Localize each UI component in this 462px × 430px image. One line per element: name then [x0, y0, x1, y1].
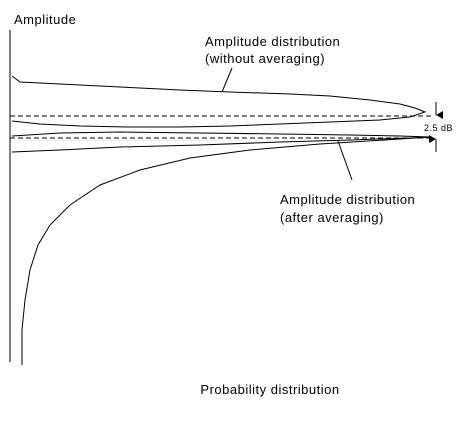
annotation: (after averaging)	[280, 210, 384, 225]
annotation: Amplitude distribution	[280, 192, 415, 207]
leader-line	[337, 140, 353, 181]
curve-after-averaging	[11, 131, 431, 153]
leader-line	[221, 67, 233, 93]
annotation: Amplitude distribution	[205, 34, 340, 49]
y-axis-label: Amplitude	[14, 12, 76, 27]
curve-without-averaging	[11, 75, 427, 128]
x-axis-label: Probability distribution	[200, 382, 339, 397]
annotation: (without averaging)	[205, 51, 325, 66]
probability-curve	[21, 136, 431, 365]
span-label: 2.5 dB	[424, 123, 453, 133]
